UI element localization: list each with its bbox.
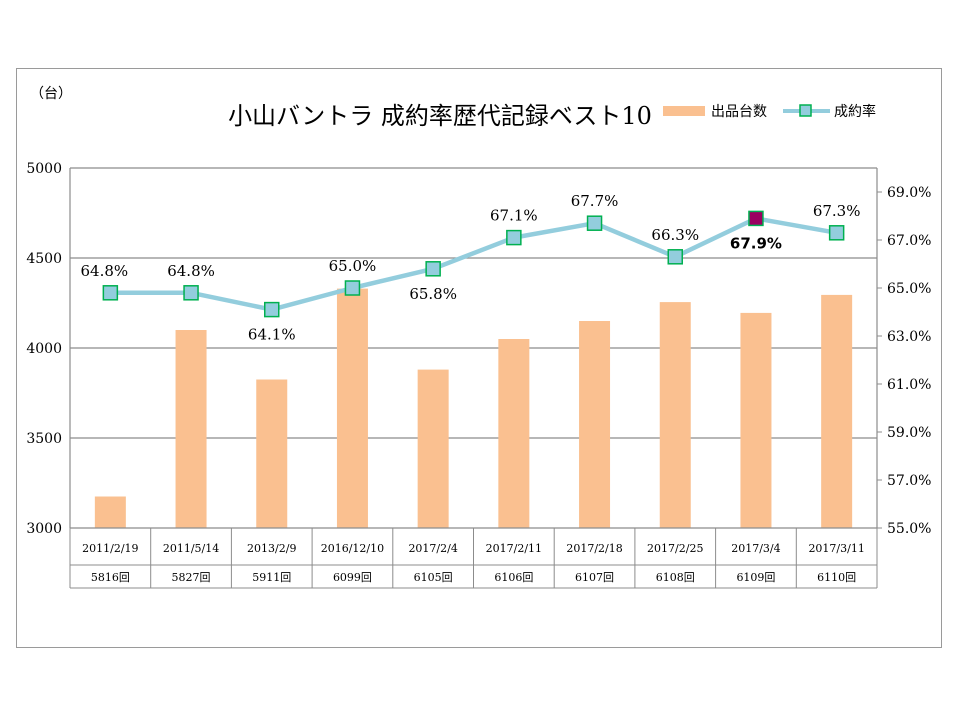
rate-data-label: 67.9% bbox=[730, 234, 782, 252]
chart-title: 小山バントラ 成約率歴代記録ベスト10 bbox=[228, 102, 652, 130]
bar-10 bbox=[821, 294, 853, 528]
legend-line-label: 成約率 bbox=[834, 103, 876, 120]
bar-2 bbox=[175, 330, 207, 528]
rate-data-label: 64.8% bbox=[81, 262, 129, 280]
x-tick-label: 2013/2/9 bbox=[247, 542, 296, 555]
rate-marker-10 bbox=[828, 225, 845, 241]
x-tick-label: 2017/2/4 bbox=[408, 542, 457, 555]
x-tick-label: 2017/2/11 bbox=[486, 542, 542, 555]
rate-marker-2 bbox=[183, 285, 199, 301]
rate-data-label: 65.8% bbox=[409, 285, 457, 303]
rate-marker-8 bbox=[667, 249, 683, 265]
x-session-label: 5827回 bbox=[172, 571, 211, 584]
rate-marker-4 bbox=[344, 280, 361, 296]
rate-data-label: 64.1% bbox=[248, 326, 296, 344]
rate-data-label: 67.7% bbox=[571, 192, 619, 210]
bar-6 bbox=[498, 339, 530, 528]
rate-marker-3 bbox=[264, 301, 280, 318]
rate-marker-1 bbox=[102, 285, 119, 301]
x-session-label: 5816回 bbox=[91, 571, 130, 584]
y-right-tick-label: 65.0% bbox=[887, 281, 931, 297]
chart-frame bbox=[16, 68, 942, 648]
x-session-label: 6109回 bbox=[736, 571, 775, 584]
axes: 3000 3500 4000 4500 5000 55.0% 57.0% 59.0% 61.0%… bbox=[26, 161, 931, 589]
x-tick-label: 2011/5/14 bbox=[163, 542, 219, 555]
y-right-tick-label: 55.0% bbox=[887, 521, 931, 537]
rate-marker-7 bbox=[586, 215, 603, 231]
rate-marker-9 bbox=[748, 210, 764, 227]
legend: 出品台数 成約率 bbox=[663, 103, 876, 120]
rate-data-label: 67.1% bbox=[490, 207, 538, 225]
rate-data-label: 65.0% bbox=[329, 257, 377, 275]
x-session-label: 5911回 bbox=[252, 571, 291, 584]
y-left-tick-label: 3500 bbox=[26, 431, 62, 447]
y-right-tick-label: 59.0% bbox=[887, 425, 931, 441]
rate-data-label: 67.3% bbox=[813, 202, 861, 220]
rate-marker-6 bbox=[506, 229, 522, 246]
legend-bar-swatch bbox=[663, 106, 705, 116]
x-session-label: 6106回 bbox=[494, 571, 533, 584]
rate-marker-5 bbox=[425, 261, 441, 277]
x-tick-label: 2017/3/11 bbox=[808, 542, 864, 555]
unit-label: （台） bbox=[30, 86, 72, 102]
y-right-tick-label: 57.0% bbox=[887, 473, 931, 489]
x-tick-label: 2016/12/10 bbox=[321, 542, 384, 555]
x-tick-label: 2017/2/25 bbox=[647, 542, 703, 555]
rate-line bbox=[110, 216, 838, 312]
y-right-tick-label: 69.0% bbox=[887, 185, 931, 201]
x-session-label: 6105回 bbox=[414, 571, 453, 584]
y-left-tick-label: 5000 bbox=[26, 161, 62, 177]
y-right-tick-label: 67.0% bbox=[887, 233, 931, 249]
x-session-label: 6108回 bbox=[656, 571, 695, 584]
data-labels: 64.8% 64.8% 64.1% 65.0% 65.8% 67.1% 67.7% 66.3%… bbox=[81, 192, 861, 343]
x-tick-label: 2017/2/18 bbox=[566, 542, 622, 555]
x-tick-label: 2011/2/19 bbox=[82, 542, 138, 555]
bar-series bbox=[94, 288, 853, 528]
bar-4 bbox=[336, 288, 368, 528]
bar-8 bbox=[659, 302, 691, 528]
y-left-tick-label: 4500 bbox=[26, 251, 62, 267]
legend-bar-label: 出品台数 bbox=[711, 104, 767, 120]
bar-9 bbox=[740, 312, 772, 528]
bar-5 bbox=[417, 369, 449, 528]
legend-line-marker bbox=[799, 104, 812, 117]
bar-1 bbox=[94, 496, 126, 528]
line-series bbox=[102, 210, 845, 318]
bar-3 bbox=[256, 379, 288, 528]
x-session-label: 6110回 bbox=[817, 571, 856, 584]
y-left-tick-label: 3000 bbox=[26, 521, 62, 537]
y-left-tick-label: 4000 bbox=[26, 341, 62, 357]
bar-7 bbox=[579, 321, 611, 528]
x-session-label: 6099回 bbox=[333, 571, 372, 584]
y-right-tick-label: 61.0% bbox=[887, 377, 931, 393]
x-tick-label: 2017/3/4 bbox=[731, 542, 780, 555]
x-session-label: 6107回 bbox=[575, 571, 614, 584]
y-right-tick-label: 63.0% bbox=[887, 329, 931, 345]
rate-data-label: 66.3% bbox=[651, 226, 699, 244]
rate-data-label: 64.8% bbox=[167, 262, 215, 280]
